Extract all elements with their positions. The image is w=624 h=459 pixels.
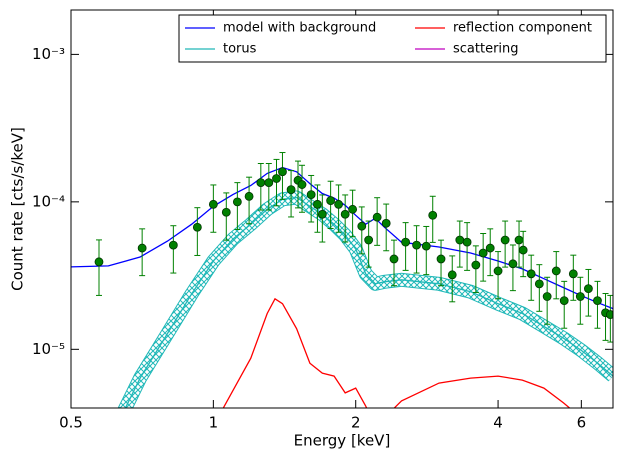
data-point xyxy=(534,279,544,289)
data-point xyxy=(208,199,218,209)
data-point xyxy=(306,190,316,199)
data-point xyxy=(471,260,481,270)
data-point xyxy=(436,254,446,264)
legend-label: torus xyxy=(223,42,257,57)
data-point xyxy=(168,240,178,250)
y-tick-label: 10⁻⁵ xyxy=(32,340,65,358)
legend-label: scattering xyxy=(453,42,519,57)
data-point xyxy=(232,197,242,207)
data-point xyxy=(317,209,327,219)
series-line xyxy=(222,297,571,408)
axes: 0.5 1 2 4 6 10⁻⁵ 10⁻⁴ 10⁻³ xyxy=(32,10,613,432)
x-axis-label: Energy [keV] xyxy=(294,432,391,450)
data-point xyxy=(518,245,528,255)
series-line xyxy=(124,196,613,408)
data-point xyxy=(221,207,231,217)
data-point xyxy=(559,296,569,305)
data-point xyxy=(372,212,382,222)
data-point xyxy=(192,222,202,232)
x-tick-label: 4 xyxy=(493,414,503,432)
y-tick-label: 10⁻⁴ xyxy=(32,192,65,210)
data-point xyxy=(493,266,503,276)
data-point xyxy=(286,185,296,195)
data-point xyxy=(575,292,585,301)
data-point xyxy=(412,240,421,250)
data-point xyxy=(272,174,281,183)
data-point xyxy=(137,243,147,253)
legend-label: reflection component xyxy=(453,21,592,36)
legend: model with background torus reflection com… xyxy=(178,14,607,63)
data-point xyxy=(551,266,561,276)
data-point xyxy=(278,167,287,177)
data-point xyxy=(256,178,266,188)
data-point xyxy=(568,269,578,279)
data-point xyxy=(593,296,602,305)
data-point xyxy=(264,178,274,188)
data-point xyxy=(313,199,322,209)
data-point xyxy=(605,310,613,319)
data-point xyxy=(542,292,552,301)
x-tick-label: 6 xyxy=(577,414,587,432)
data-point xyxy=(508,259,518,269)
axes-frame xyxy=(70,9,614,409)
data-point xyxy=(455,235,465,245)
data-point xyxy=(348,204,358,214)
plot-area xyxy=(71,152,613,408)
data-point xyxy=(421,241,431,251)
data-point xyxy=(401,237,411,247)
y-axis-label: Count rate [cts/s/keV] xyxy=(9,127,27,291)
data-point xyxy=(326,196,336,205)
data-point xyxy=(462,237,472,247)
x-tick-label: 1 xyxy=(209,414,219,432)
data-point xyxy=(485,243,495,253)
data-point xyxy=(334,199,343,209)
data-point xyxy=(357,221,367,231)
x-tick-label: 0.5 xyxy=(59,414,83,432)
data-point xyxy=(340,209,350,219)
data-point xyxy=(428,210,438,220)
data-point xyxy=(94,257,104,267)
data-point xyxy=(381,218,391,228)
legend-box xyxy=(178,14,607,63)
legend-label: model with background xyxy=(223,21,376,36)
x-tick-label: 2 xyxy=(351,414,361,432)
y-tick-label: 10⁻³ xyxy=(32,45,65,63)
data-point xyxy=(389,254,399,264)
data-point xyxy=(526,269,536,279)
data-point xyxy=(584,284,593,294)
data-point xyxy=(478,248,488,258)
data-point xyxy=(514,235,524,245)
data-point xyxy=(244,191,254,201)
data-point xyxy=(297,180,307,189)
data-point xyxy=(364,235,374,245)
data-point xyxy=(447,270,457,280)
data-point xyxy=(500,235,510,245)
